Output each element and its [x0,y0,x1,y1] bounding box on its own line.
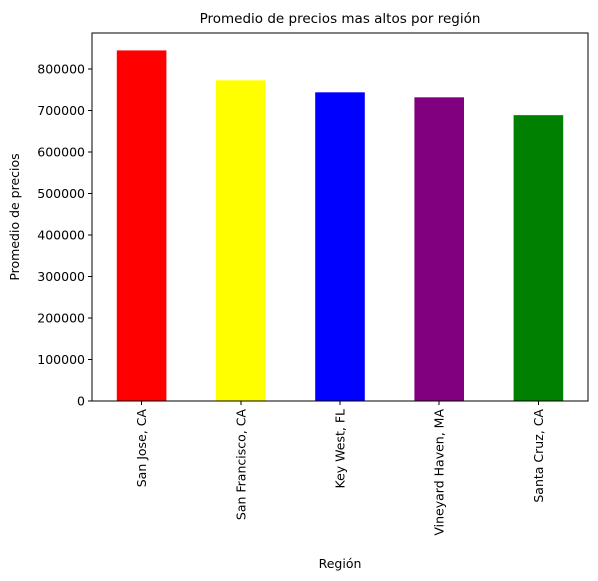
bar-2 [315,92,365,402]
y-tick-label-5: 500000 [37,186,85,201]
plot-frame [91,32,589,402]
y-tick-label-6: 600000 [37,145,85,160]
x-axis: San Jose, CA San Francisco, CA Key West, F… [134,401,546,536]
x-tick-label-0: San Jose, CA [134,409,149,488]
y-tick-label-0: 0 [77,394,85,409]
x-tick-label-1: San Francisco, CA [233,409,248,521]
y-tick-label-2: 200000 [37,311,85,326]
y-axis-label: Promedio de precios [7,153,22,280]
x-axis-label: Región [319,556,362,571]
x-tick-label-3: Vineyard Haven, MA [432,409,447,536]
bar-0 [116,50,167,402]
y-tick-label-8: 800000 [37,62,85,77]
bar-4 [513,115,564,402]
x-tick-label-2: Key West, FL [333,409,348,489]
bar-1 [216,80,266,401]
bar-3 [414,97,464,402]
y-tick-label-7: 700000 [37,103,85,118]
bars-group [116,50,564,402]
chart-title: Promedio de precios mas altos por región [200,11,481,27]
x-tick-label-4: Santa Cruz, CA [531,409,546,503]
y-tick-label-3: 300000 [37,269,85,284]
y-tick-label-1: 100000 [37,352,85,367]
y-tick-label-4: 400000 [37,228,85,243]
y-axis: 0 100000 200000 300000 400000 500000 600000 700… [37,62,92,409]
